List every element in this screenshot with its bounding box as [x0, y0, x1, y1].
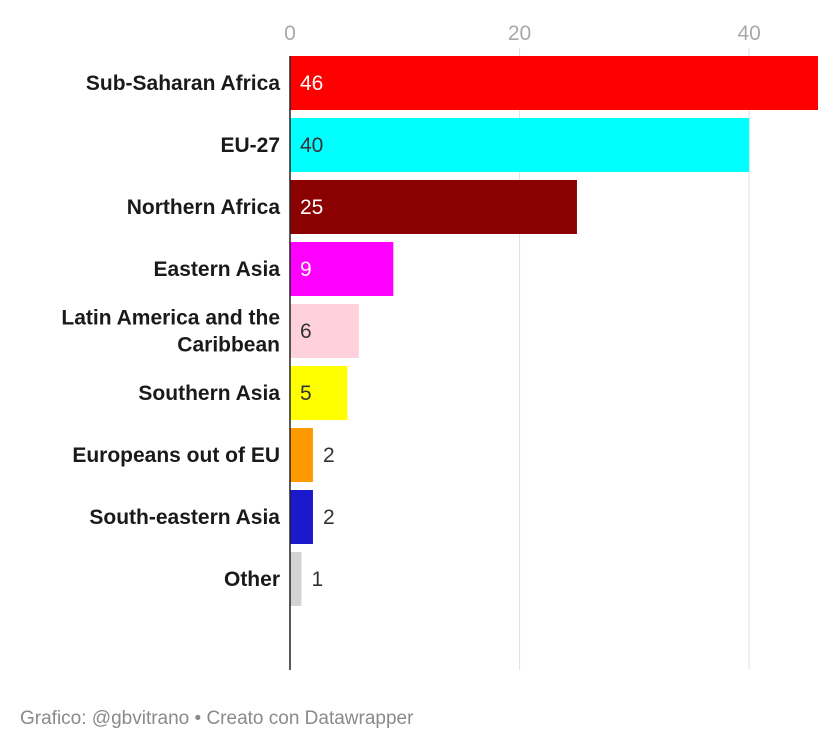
- category-label-line: Caribbean: [177, 334, 280, 357]
- bar: [290, 304, 359, 358]
- category-label-line: South-eastern Asia: [89, 506, 280, 529]
- bars: [290, 56, 818, 606]
- category-label: Sub-Saharan Africa: [86, 72, 280, 95]
- x-tick-label: 20: [508, 22, 531, 45]
- category-label: South-eastern Asia: [89, 506, 280, 529]
- category-label-line: Northern Africa: [127, 196, 281, 219]
- category-label: Eastern Asia: [154, 258, 281, 281]
- data-label: 2: [323, 444, 335, 467]
- data-label: 1: [311, 568, 323, 591]
- category-label-line: Sub-Saharan Africa: [86, 72, 280, 95]
- data-label: 2: [323, 506, 335, 529]
- bar: [290, 490, 313, 544]
- category-label-line: Latin America and the: [61, 307, 280, 330]
- bar: [290, 56, 818, 110]
- category-label-line: EU-27: [220, 134, 280, 157]
- category-label: Other: [224, 568, 280, 591]
- category-label-line: Southern Asia: [138, 382, 280, 405]
- category-label: Latin America and the Caribbean: [61, 307, 280, 357]
- data-label: 9: [300, 258, 312, 281]
- x-tick-label: 0: [284, 22, 296, 45]
- bar: [290, 180, 577, 234]
- category-label-line: Other: [224, 568, 280, 591]
- bar: [290, 118, 750, 172]
- bar: [290, 428, 313, 482]
- data-label: 40: [300, 134, 323, 157]
- category-label: Southern Asia: [138, 382, 280, 405]
- data-label: 6: [300, 320, 312, 343]
- data-label: 46: [300, 72, 323, 95]
- chart-credit: Grafico: @gbvitrano • Creato con Datawra…: [20, 708, 414, 729]
- category-label: Northern Africa: [127, 196, 281, 219]
- data-label: 25: [300, 196, 323, 219]
- data-label: 5: [300, 382, 312, 405]
- bar: [290, 366, 348, 420]
- category-label: EU-27: [220, 134, 280, 157]
- category-label: Europeans out of EU: [72, 444, 280, 467]
- category-label-line: Europeans out of EU: [72, 444, 280, 467]
- x-tick-label: 40: [737, 22, 760, 45]
- bar: [290, 242, 394, 296]
- category-label-line: Eastern Asia: [154, 258, 281, 281]
- bar: [290, 552, 302, 606]
